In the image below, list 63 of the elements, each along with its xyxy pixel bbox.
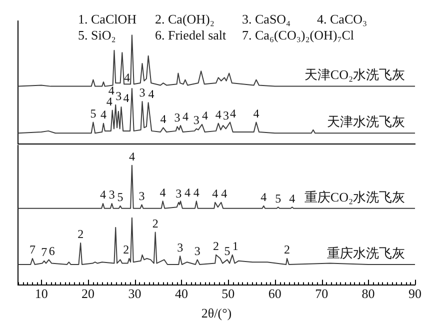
annotation: 2 <box>123 242 130 257</box>
annotation: 3 <box>194 244 200 258</box>
annotation: 4 <box>160 112 166 126</box>
annotation: 5 <box>275 191 282 206</box>
x-axis-title: 2θ/(°) <box>201 306 232 321</box>
annotation: 7. Ca₆(CO₃)₂(OH)₇Cl <box>242 27 354 42</box>
annotation: 5 <box>90 106 96 120</box>
annotation: 5. SiO₂ <box>78 27 116 42</box>
annotation: 4 <box>182 110 189 124</box>
annotation: 4 <box>123 91 130 106</box>
annotation: 3 <box>108 188 115 202</box>
annotation: 2 <box>284 242 290 257</box>
x-tick-label: 60 <box>268 286 282 302</box>
annotation: 7 <box>41 245 48 260</box>
series-label: 天津CO₂水洗飞灰 <box>304 67 405 82</box>
annotation: 5 <box>117 190 124 204</box>
annotation: 4 <box>100 107 106 122</box>
annotation: 3 <box>177 240 184 254</box>
x-tick-label: 90 <box>408 286 422 302</box>
annotation: 2 <box>152 216 158 230</box>
text: 2. Ca(OH)₂ <box>155 11 214 26</box>
annotation: 3 <box>116 88 122 103</box>
series-label: 重庆水洗飞灰 <box>327 245 405 260</box>
annotation: 3 <box>174 110 180 125</box>
annotation: 4 <box>148 86 154 101</box>
x-tick-label: 30 <box>128 286 142 302</box>
annotation: 4 <box>253 106 260 120</box>
x-tick-label: 10 <box>34 286 48 302</box>
annotation: 6. Friedel salt <box>155 27 227 42</box>
annotation: 4 <box>221 186 228 201</box>
annotation: 4 <box>160 185 166 200</box>
series-label: 重庆CO₂水洗飞灰 <box>304 189 405 204</box>
annotation: 2 <box>78 227 84 242</box>
annotation: 4 <box>230 106 236 120</box>
x-tick-label: 70 <box>315 286 328 302</box>
x-tick-label: 50 <box>222 286 235 302</box>
annotation: 1 <box>232 239 238 254</box>
annotation: 4 <box>184 185 191 200</box>
annotation: 4 <box>212 186 218 201</box>
text: 1. CaClOH <box>78 11 136 26</box>
annotation: 2 <box>213 239 220 254</box>
x-tick-label: 40 <box>174 286 188 302</box>
annotation: 5 <box>224 244 230 258</box>
annotation: 3 <box>139 86 146 100</box>
annotation: 3 <box>138 188 145 203</box>
x-tick-label: 20 <box>82 286 95 302</box>
annotation: 4 <box>260 190 267 204</box>
annotation: 4 <box>124 70 130 85</box>
series-label: 天津水洗飞灰 <box>327 114 405 130</box>
annotation: 4 <box>215 107 222 122</box>
x-tick-label: 80 <box>362 286 375 302</box>
text: 4. CaCO₃ <box>317 11 368 26</box>
annotation: 3 <box>176 186 182 201</box>
text: 3. CaSO₄ <box>242 11 292 26</box>
annotation: 4 <box>193 185 200 200</box>
annotation: 3 <box>193 112 200 127</box>
annotation: 4 <box>128 149 135 164</box>
annotation: 4 <box>202 108 208 123</box>
annotation: 4 <box>289 191 296 206</box>
annotation: 7 <box>29 242 36 257</box>
annotation: 3 <box>223 108 230 123</box>
annotation: 6 <box>48 244 55 258</box>
annotation: 4 <box>100 188 106 202</box>
